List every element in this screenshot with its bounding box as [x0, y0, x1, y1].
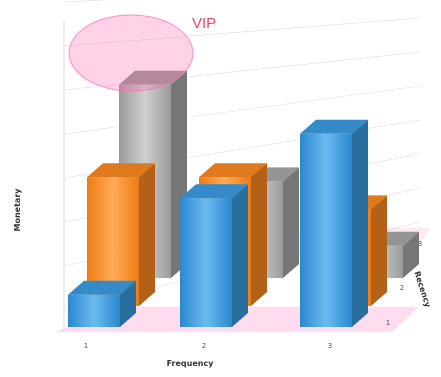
annotation-layer: VIP — [68, 14, 216, 92]
bar-side — [232, 184, 248, 327]
bar-top — [119, 70, 187, 85]
bar — [180, 184, 248, 327]
bar-side — [403, 231, 419, 278]
bar — [68, 280, 136, 327]
bar-side — [251, 163, 267, 306]
vip-highlight-ellipse — [68, 14, 194, 92]
bar-side — [371, 195, 387, 306]
z-tick-label: 3 — [418, 240, 422, 248]
bar-side — [352, 119, 368, 327]
bar-top — [87, 163, 155, 178]
bar-front — [180, 198, 232, 327]
bar-front — [300, 133, 352, 327]
bar-top — [180, 184, 248, 199]
bar-top — [199, 163, 267, 178]
bar-side — [139, 163, 155, 306]
z-tick-label: 1 — [386, 319, 390, 327]
y-axis-label: Monetary — [13, 188, 22, 232]
vip-label: VIP — [192, 15, 216, 32]
bar-side — [120, 280, 136, 327]
bar-front — [68, 294, 120, 327]
x-axis-label: Frequency — [167, 359, 215, 368]
bar-top — [300, 119, 368, 134]
x-tick-label: 1 — [84, 342, 88, 350]
x-tick-label: 3 — [328, 342, 332, 350]
gridline — [63, 0, 110, 3]
z-axis-label: Recency — [412, 270, 432, 309]
bars-layer — [68, 70, 419, 327]
bar-top — [68, 280, 136, 295]
bar — [300, 119, 368, 327]
x-tick-label: 2 — [202, 342, 206, 350]
bar-side — [283, 167, 299, 278]
z-tick-label: 2 — [400, 284, 404, 292]
gridline — [63, 17, 421, 47]
